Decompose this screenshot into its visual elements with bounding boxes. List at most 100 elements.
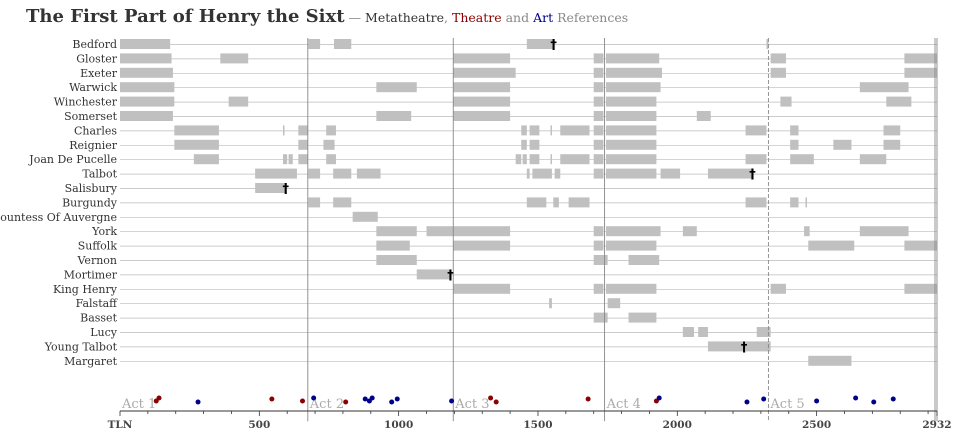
stage-bar: [593, 111, 604, 121]
death-marker: †: [550, 38, 557, 53]
stage-bar: [593, 96, 604, 107]
stage-bar: [770, 67, 786, 78]
stage-bar: [120, 53, 172, 64]
stage-bar: [790, 154, 814, 165]
stage-bar: [453, 82, 511, 93]
stage-bar: [326, 125, 336, 136]
subtitle-and: and: [501, 10, 534, 25]
stage-bar: [605, 111, 657, 121]
character-name: Countess Of Auvergne: [0, 211, 117, 224]
subtitle-metatheatre: Metatheatre: [365, 10, 445, 25]
stage-bar: [745, 341, 771, 352]
stage-bar: [770, 53, 786, 64]
stage-bar: [808, 240, 855, 251]
stage-bar: [453, 240, 511, 251]
stage-bar: [682, 226, 697, 237]
stage-bar: [120, 82, 175, 93]
character-name: Falstaff: [76, 297, 119, 310]
stage-bar: [308, 39, 321, 49]
character-name: Young Talbot: [44, 340, 118, 353]
stage-bar: [228, 96, 249, 107]
reference-dot-art: [656, 395, 662, 401]
character-name: Burgundy: [62, 196, 118, 209]
x-tick-label: 1000: [384, 419, 413, 431]
character-name: Vernon: [77, 254, 118, 267]
stage-bar: [288, 154, 293, 165]
stage-bar: [593, 67, 604, 78]
x-tick-label: 500: [248, 419, 270, 431]
stage-bar: [745, 125, 767, 136]
stage-bar: [515, 154, 522, 165]
reference-dot-theatre: [269, 396, 275, 402]
character-name: Somerset: [64, 110, 118, 123]
stage-bar: [660, 168, 681, 179]
stage-bar: [805, 197, 807, 208]
subtitle-art: Art: [533, 10, 554, 25]
stage-bar: [521, 125, 527, 136]
stage-bar: [605, 240, 657, 251]
stage-bar: [682, 327, 695, 337]
stage-bar: [220, 53, 249, 64]
stage-bar: [308, 168, 321, 179]
stage-bar: [745, 154, 767, 165]
stage-bar: [522, 154, 527, 165]
character-name: Charles: [74, 124, 117, 137]
character-name: Winchester: [54, 96, 118, 109]
stage-bar: [529, 154, 540, 165]
stage-bar: [521, 139, 527, 150]
stage-bar: [550, 125, 553, 136]
stage-bar: [904, 53, 937, 64]
stage-bar: [298, 139, 309, 150]
stage-bar: [605, 168, 657, 179]
stage-bar: [526, 39, 554, 49]
death-marker: †: [447, 268, 454, 283]
character-name: Suffolk: [78, 240, 118, 253]
stage-bar: [376, 240, 410, 251]
stage-bar: [593, 312, 608, 323]
character-name: Margaret: [64, 355, 117, 368]
stage-bar: [283, 154, 288, 165]
stage-bar: [255, 183, 286, 193]
stage-bar: [790, 197, 799, 208]
stage-bar: [790, 139, 799, 150]
stage-bar: [532, 168, 552, 179]
stage-bar: [628, 255, 660, 265]
character-name: King Henry: [53, 283, 118, 296]
stage-bar: [593, 125, 604, 136]
stage-bar: [529, 139, 540, 150]
chart-title: The First Part of Henry the Sixt: [26, 6, 345, 27]
stage-bar: [255, 168, 297, 179]
stage-bar: [554, 168, 561, 179]
stage-bar: [883, 125, 901, 136]
stage-bar: [605, 82, 661, 93]
reference-dot-art: [369, 395, 375, 401]
stage-bar: [376, 111, 412, 121]
stage-bar: [308, 197, 321, 208]
stage-bar: [698, 327, 708, 337]
act-label: Act 2: [309, 397, 344, 412]
reference-dot-art: [871, 399, 877, 405]
character-name: Bedford: [72, 38, 117, 51]
stage-bar: [453, 53, 511, 64]
stage-bar: [605, 53, 660, 64]
reference-dot-theatre: [300, 398, 306, 404]
character-name: Warwick: [69, 81, 117, 94]
stage-bar: [283, 125, 285, 136]
stage-bar: [886, 96, 912, 107]
stage-bar: [560, 125, 590, 136]
reference-dot-art: [814, 398, 820, 404]
character-name: Salisbury: [65, 182, 118, 195]
subtitle-references: References: [553, 10, 629, 25]
stage-bar: [883, 139, 901, 150]
act-label: Act 4: [606, 397, 641, 412]
subtitle-comma: ,: [444, 10, 452, 25]
act-label: Act 5: [769, 397, 804, 412]
stage-bar: [605, 154, 657, 165]
stage-bar: [833, 139, 852, 150]
stage-bar: [904, 240, 937, 251]
stage-bar: [904, 67, 937, 78]
reference-dot-art: [389, 399, 395, 405]
stage-bar: [549, 298, 552, 309]
stage-bar: [120, 96, 175, 107]
stage-bar: [298, 125, 309, 136]
